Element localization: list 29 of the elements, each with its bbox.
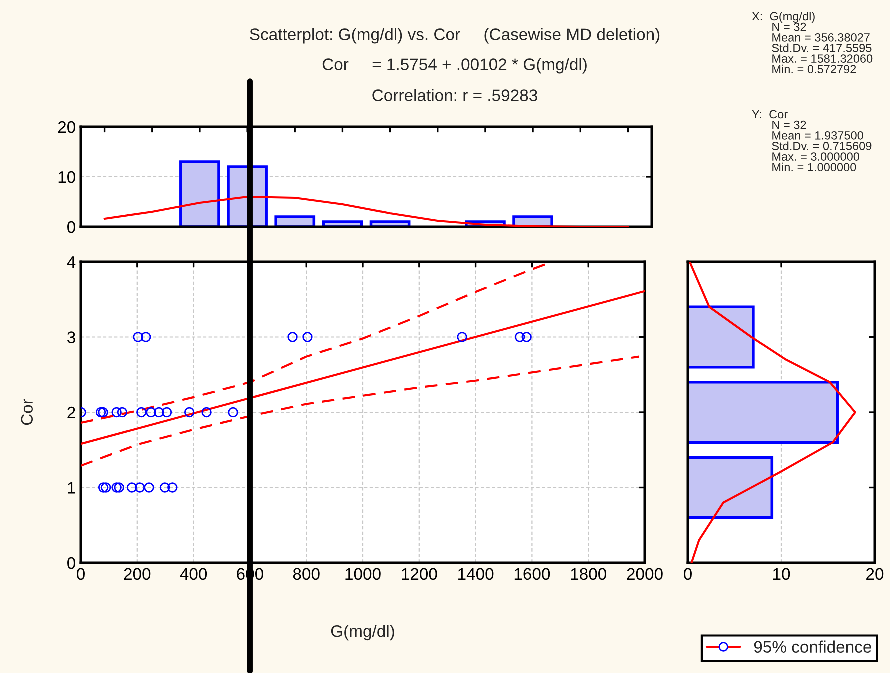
y-tick-label: 1 [68, 482, 76, 494]
x-tick-label: 800 [293, 568, 320, 580]
x-tick-label: 0 [684, 568, 692, 580]
x-tick-label: 0 [77, 568, 85, 580]
x-tick-label: 2000 [627, 568, 663, 580]
y-tick-label: 10 [58, 171, 76, 184]
x-tick-label: 200 [124, 568, 151, 580]
x-tick-label: 10 [774, 568, 790, 580]
x-tick-label: 400 [180, 568, 208, 580]
x-tick-label: 1400 [458, 568, 494, 580]
y-tick-label: 20 [58, 121, 76, 134]
y-tick-label: 0 [68, 557, 76, 570]
y-tick-label: 0 [68, 221, 76, 234]
x-tick-label: 1200 [402, 568, 438, 580]
x-tick-label: 1000 [346, 568, 381, 580]
chart-subtitle: Cor = 1.5754 + .00102 * G(mg/dl) [322, 58, 587, 74]
x-tick-label: 1800 [571, 568, 606, 580]
y-tick-label: 2 [68, 406, 76, 419]
text: Correlation: r = .59283 [372, 89, 538, 102]
x-tick-label: 1600 [514, 568, 550, 580]
y-axis-title: Cor [21, 399, 34, 426]
y-tick-label: 4 [67, 256, 76, 268]
chart-title: Scatterplot: G(mg/dl) vs. Cor (Casewise MD deletion) [250, 28, 660, 44]
x-axis-title: G(mg/dl) [331, 625, 394, 641]
text: X: G(mg/dl) N = 32 Mean = 356.38027 Std.Dv. = 417.5595 Max. = 1581.32060 Min. = 0.572792 [752, 12, 873, 74]
legend-label: 95% confidence [754, 640, 872, 654]
x-tick-label: 20 [866, 568, 884, 580]
y-tick-label: 3 [68, 332, 76, 344]
text: Y: Cor N = 32 Mean = 1.937500 Std.Dv. = 0.715609 Max. = 3.000000 Min. = 1.000000 [752, 110, 872, 172]
